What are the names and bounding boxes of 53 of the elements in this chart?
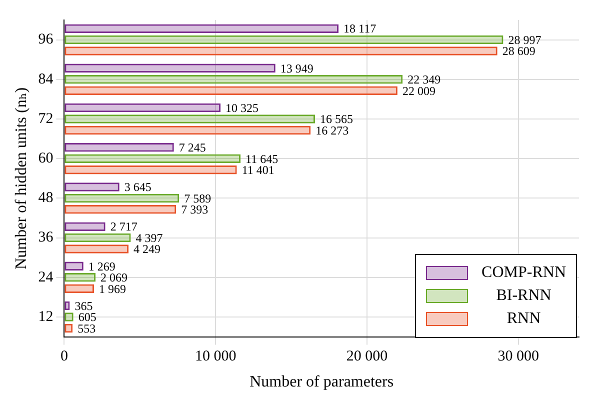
x-tick-label: 0 bbox=[60, 348, 68, 365]
data-label: 3 645 bbox=[124, 180, 152, 194]
bar bbox=[64, 233, 131, 242]
data-label: 4 397 bbox=[136, 230, 163, 245]
data-label: 2 717 bbox=[110, 220, 138, 234]
data-label: 7 245 bbox=[178, 140, 206, 155]
bar bbox=[64, 284, 94, 293]
x-tick-label: 20 000 bbox=[346, 348, 388, 365]
bar bbox=[64, 194, 180, 203]
x-tick-label: 30 000 bbox=[498, 348, 540, 365]
bar bbox=[64, 64, 276, 73]
data-label: 28 997 bbox=[508, 32, 542, 47]
bar bbox=[64, 222, 106, 231]
data-label: 7 393 bbox=[181, 202, 208, 217]
y-tick-label: 96 bbox=[38, 32, 54, 48]
bar bbox=[64, 86, 398, 95]
bar bbox=[64, 35, 504, 44]
y-tick-label: 60 bbox=[38, 150, 54, 167]
y-tick-label: 36 bbox=[38, 230, 54, 246]
bar bbox=[64, 114, 316, 124]
bar bbox=[64, 273, 96, 282]
bar bbox=[64, 24, 339, 33]
data-label: 365 bbox=[74, 298, 93, 313]
data-label: 1 269 bbox=[88, 259, 116, 274]
data-label: 13 949 bbox=[280, 61, 314, 76]
data-label: 4 249 bbox=[134, 242, 161, 256]
bar bbox=[64, 301, 70, 310]
data-label: 7 589 bbox=[184, 191, 212, 206]
data-label: 28 609 bbox=[502, 44, 536, 58]
bar bbox=[64, 75, 403, 84]
y-tick-label: 24 bbox=[38, 269, 54, 286]
y-axis-title: Number of hidden units (nₕ) bbox=[12, 87, 30, 270]
bar bbox=[64, 244, 129, 254]
x-tick-label: 10 000 bbox=[194, 348, 236, 365]
bar bbox=[64, 103, 221, 112]
bar bbox=[64, 205, 176, 214]
bar bbox=[64, 182, 120, 192]
y-tick-label: 48 bbox=[38, 190, 54, 206]
bar bbox=[64, 126, 311, 135]
bar bbox=[64, 154, 241, 163]
legend-label: COMP-RNN bbox=[482, 264, 566, 282]
bar bbox=[64, 143, 174, 152]
y-tick-label: 12 bbox=[38, 308, 54, 325]
bar bbox=[64, 262, 84, 271]
data-label: 10 325 bbox=[226, 100, 259, 115]
data-label: 18 117 bbox=[344, 22, 376, 36]
bar bbox=[64, 46, 498, 56]
x-axis-title: Number of parameters bbox=[250, 374, 394, 391]
y-tick-label: 84 bbox=[38, 71, 54, 88]
bar bbox=[64, 165, 237, 174]
legend-label: BI-RNN bbox=[495, 287, 552, 305]
text: RNN bbox=[506, 310, 542, 328]
y-tick-label: 72 bbox=[38, 110, 54, 127]
